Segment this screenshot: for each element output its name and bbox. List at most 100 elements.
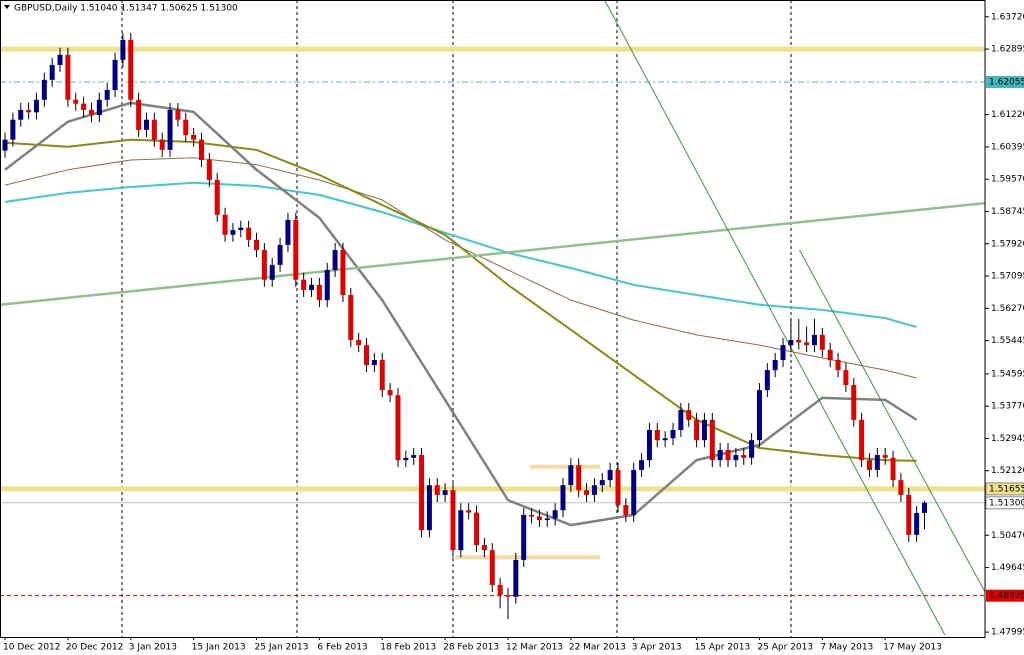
candle-body bbox=[458, 510, 464, 551]
x-tick-label: 25 Jan 2013 bbox=[255, 643, 309, 653]
candle-body bbox=[497, 584, 503, 596]
menu-arrow[interactable] bbox=[4, 5, 10, 9]
y-tick-label: 1.52945 bbox=[991, 434, 1024, 444]
candle-body bbox=[505, 595, 511, 597]
price-label-box bbox=[985, 496, 1024, 510]
candle-body bbox=[662, 438, 668, 441]
price-label-box bbox=[985, 482, 1024, 496]
candle-body bbox=[623, 505, 629, 515]
candle-body bbox=[269, 264, 275, 280]
candle-body bbox=[741, 455, 747, 458]
candle-body bbox=[230, 230, 236, 235]
candle-body bbox=[631, 469, 637, 515]
candle-body bbox=[756, 390, 762, 441]
candle-body bbox=[426, 485, 432, 531]
candle-body bbox=[898, 480, 904, 495]
candle-body bbox=[18, 109, 24, 120]
candle-body bbox=[906, 494, 912, 535]
candle-body bbox=[96, 99, 102, 116]
candle-body bbox=[159, 139, 165, 150]
candle-body bbox=[81, 103, 87, 110]
x-tick-label: 3 Apr 2013 bbox=[632, 643, 682, 653]
candle-body bbox=[615, 469, 621, 506]
candle-body bbox=[332, 250, 338, 270]
candle-body bbox=[206, 160, 212, 180]
candle-body bbox=[780, 345, 786, 360]
candle-body bbox=[33, 99, 39, 113]
y-tick-label: 1.47995 bbox=[991, 628, 1024, 638]
candle-body bbox=[851, 385, 857, 420]
candle-body bbox=[481, 545, 487, 551]
candle-body bbox=[73, 99, 79, 104]
period-separators bbox=[121, 0, 792, 637]
candle-body bbox=[811, 334, 817, 346]
moving-average bbox=[4, 101, 918, 527]
chart-title: GBPUSD,Daily 1.51040 1.51347 1.50625 1.5… bbox=[14, 4, 238, 14]
candle-body bbox=[261, 250, 267, 280]
candle-body bbox=[57, 54, 63, 65]
candle-body bbox=[859, 419, 865, 461]
candle-body bbox=[238, 227, 244, 231]
x-tick-label: 3 Jan 2013 bbox=[129, 643, 177, 653]
candle-body bbox=[379, 359, 385, 391]
x-tick-label: 10 Dec 2012 bbox=[3, 643, 61, 653]
candle-body bbox=[725, 449, 731, 461]
candle-body bbox=[819, 334, 825, 350]
x-tick-label: 17 May 2013 bbox=[883, 643, 942, 653]
candle-body bbox=[552, 510, 558, 519]
price-label: 1.48926 bbox=[989, 591, 1024, 601]
y-tick-label: 1.56270 bbox=[991, 304, 1024, 314]
axes: 1.63720 1.62895 1.61220 1.60395 1.59570 1.587… bbox=[3, 12, 1024, 653]
x-tick-label: 6 Feb 2013 bbox=[317, 643, 367, 653]
x-tick-label: 12 Mar 2013 bbox=[506, 643, 563, 653]
candle-body bbox=[474, 512, 480, 546]
candle-body bbox=[191, 134, 197, 140]
candle-body bbox=[246, 227, 252, 240]
candle-body bbox=[450, 490, 456, 551]
plot-frame bbox=[0, 0, 986, 638]
candle-body bbox=[639, 460, 645, 470]
candle-body bbox=[521, 514, 527, 560]
y-tick-label: 1.52120 bbox=[991, 466, 1024, 476]
candle-body bbox=[175, 109, 181, 120]
candle-body bbox=[88, 109, 94, 116]
price-label-box bbox=[986, 75, 1024, 88]
price-label: 1.51655 bbox=[989, 484, 1024, 494]
y-tick-label: 1.58745 bbox=[991, 207, 1024, 217]
candle-body bbox=[167, 109, 173, 150]
candle-body bbox=[749, 440, 755, 458]
candle-body bbox=[874, 455, 880, 470]
candle-body bbox=[466, 510, 472, 513]
x-tick-label: 28 Feb 2013 bbox=[443, 643, 499, 653]
candle-body bbox=[827, 349, 833, 360]
candle-body bbox=[576, 465, 582, 491]
candle-body bbox=[544, 518, 550, 521]
candle-body bbox=[136, 99, 142, 130]
y-tick-label: 1.54595 bbox=[991, 369, 1024, 379]
y-tick-label: 1.62895 bbox=[991, 45, 1024, 55]
y-tick-label: 1.57920 bbox=[991, 239, 1024, 249]
candle-body bbox=[112, 59, 118, 90]
y-tick-label: 1.60395 bbox=[991, 142, 1024, 152]
candle-body bbox=[686, 410, 692, 420]
y-tick-label: 1.63720 bbox=[991, 12, 1024, 22]
candle-body bbox=[364, 345, 370, 366]
y-tick-label: 1.61220 bbox=[991, 110, 1024, 120]
candle-body bbox=[717, 449, 723, 461]
trend-line bbox=[604, 0, 946, 636]
candle-body bbox=[254, 239, 260, 251]
candle-body bbox=[10, 119, 16, 140]
candle-body bbox=[843, 370, 849, 386]
x-tick-label: 15 Apr 2013 bbox=[695, 643, 751, 653]
candle-body bbox=[403, 457, 409, 461]
candle-body bbox=[419, 455, 425, 531]
candle-body bbox=[309, 284, 315, 290]
candle-body bbox=[882, 455, 888, 458]
candle-body bbox=[489, 550, 495, 585]
trend-line bbox=[0, 201, 985, 307]
candle-body bbox=[104, 89, 110, 100]
zone bbox=[529, 464, 600, 469]
candle-body bbox=[128, 39, 134, 100]
candle-body bbox=[222, 214, 228, 235]
